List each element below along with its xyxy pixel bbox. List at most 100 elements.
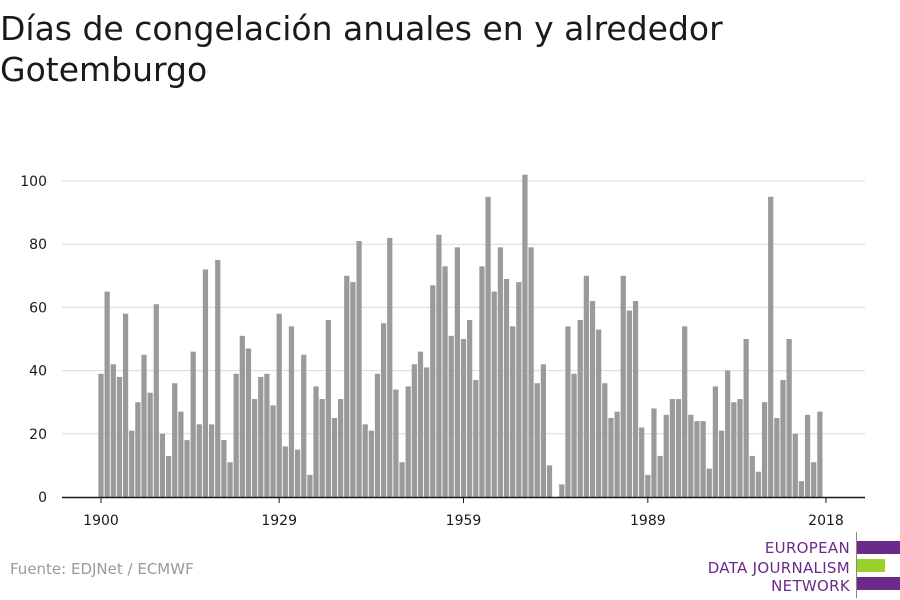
bar-1970 bbox=[528, 247, 534, 497]
logo-bar-green bbox=[857, 559, 885, 572]
bar-1938 bbox=[331, 418, 338, 497]
bar-2014 bbox=[798, 481, 805, 497]
bar-1913 bbox=[178, 411, 184, 497]
axes bbox=[62, 496, 865, 503]
x-tick-label-1929: 1929 bbox=[261, 513, 297, 529]
bar-1907 bbox=[141, 354, 147, 497]
bar-1930 bbox=[282, 446, 288, 497]
bars bbox=[98, 174, 823, 498]
bar-1949 bbox=[399, 462, 405, 497]
bar-1968 bbox=[516, 282, 522, 497]
bar-1993 bbox=[669, 399, 676, 497]
bar-1986 bbox=[626, 310, 633, 497]
tick-labels: 0 20 40 60 80 100 1900 1929 1959 1989 2018 bbox=[20, 174, 844, 529]
bar-2010 bbox=[774, 418, 780, 497]
bar-1950 bbox=[405, 386, 411, 497]
bar-2003 bbox=[731, 402, 737, 497]
bar-1948 bbox=[393, 389, 399, 497]
bar-1916 bbox=[196, 424, 202, 497]
bar-1983 bbox=[608, 418, 614, 497]
x-tick-label-2018: 2018 bbox=[808, 513, 844, 529]
bar-1996 bbox=[688, 414, 694, 497]
bar-1979 bbox=[583, 275, 589, 497]
bar-1908 bbox=[147, 392, 153, 497]
bar-2000 bbox=[712, 386, 719, 497]
bar-1962 bbox=[479, 266, 485, 497]
bar-1969 bbox=[522, 174, 528, 497]
bar-1989 bbox=[645, 474, 651, 497]
bar-1955 bbox=[436, 234, 442, 497]
bar-2002 bbox=[725, 370, 731, 497]
bar-1920 bbox=[221, 440, 227, 497]
bar-2013 bbox=[792, 433, 798, 497]
bar-1944 bbox=[368, 430, 374, 497]
source-note: Fuente: EDJNet / ECMWF bbox=[10, 560, 194, 578]
bar-1971 bbox=[534, 383, 540, 497]
bar-1918 bbox=[208, 424, 215, 497]
bar-1956 bbox=[442, 266, 448, 497]
bar-1919 bbox=[215, 260, 221, 497]
logo-bar-purple-top bbox=[857, 541, 900, 554]
bar-1997 bbox=[694, 421, 700, 497]
bar-1981 bbox=[596, 329, 602, 497]
bar-2007 bbox=[755, 471, 762, 497]
bar-1952 bbox=[417, 351, 424, 497]
bar-1932 bbox=[294, 449, 301, 497]
bar-2009 bbox=[768, 196, 774, 498]
logo-line-2: DATA JOURNALISM bbox=[707, 559, 850, 577]
bar-1929 bbox=[276, 313, 282, 497]
bar-1988 bbox=[639, 427, 645, 497]
bar-1961 bbox=[473, 380, 479, 497]
bar-1915 bbox=[190, 351, 196, 497]
bar-2017 bbox=[817, 411, 823, 497]
bar-2006 bbox=[749, 455, 755, 497]
bar-1954 bbox=[430, 285, 436, 497]
bar-1960 bbox=[467, 320, 473, 497]
bar-1942 bbox=[356, 241, 362, 497]
bar-1967 bbox=[510, 326, 516, 497]
bar-1914 bbox=[184, 440, 190, 497]
y-tick-label-80: 80 bbox=[29, 237, 47, 253]
bar-1972 bbox=[540, 364, 546, 497]
bar-1917 bbox=[202, 269, 209, 497]
bar-1991 bbox=[657, 455, 663, 497]
y-tick-label-60: 60 bbox=[29, 300, 47, 316]
bar-1980 bbox=[589, 301, 596, 497]
bar-1994 bbox=[675, 399, 682, 497]
bar-1975 bbox=[559, 484, 565, 497]
bar-1958 bbox=[454, 247, 460, 497]
bar-1935 bbox=[313, 386, 319, 497]
bar-1965 bbox=[497, 247, 503, 497]
bar-1905 bbox=[129, 430, 135, 497]
y-tick-label-40: 40 bbox=[29, 364, 47, 380]
bar-1943 bbox=[362, 424, 368, 497]
bar-1953 bbox=[424, 367, 430, 497]
bar-1959 bbox=[460, 339, 467, 497]
bar-1992 bbox=[663, 414, 669, 497]
bar-1985 bbox=[620, 275, 626, 497]
bar-1904 bbox=[122, 313, 129, 497]
logo-line-1: EUROPEAN bbox=[764, 539, 850, 557]
bar-1998 bbox=[700, 421, 706, 497]
logo-line-3: NETWORK bbox=[771, 577, 850, 595]
bar-1987 bbox=[632, 301, 639, 497]
bar-1945 bbox=[374, 373, 381, 497]
bar-1901 bbox=[104, 291, 110, 497]
bar-2016 bbox=[811, 462, 817, 497]
x-tick-label-1959: 1959 bbox=[446, 513, 482, 529]
bar-1940 bbox=[344, 275, 350, 497]
chart-title: Días de congelación anuales en y alreded… bbox=[0, 9, 723, 89]
bar-2004 bbox=[737, 399, 743, 497]
bar-1963 bbox=[485, 196, 491, 498]
bar-1910 bbox=[159, 433, 166, 497]
bar-1984 bbox=[614, 411, 620, 497]
bar-1900 bbox=[98, 373, 104, 497]
bar-1934 bbox=[307, 474, 313, 497]
bar-1902 bbox=[110, 364, 116, 497]
edjnet-logo: EUROPEAN DATA JOURNALISM NETWORK bbox=[700, 530, 900, 600]
bar-1925 bbox=[251, 399, 258, 497]
bar-1922 bbox=[233, 373, 239, 497]
bar-1976 bbox=[565, 326, 571, 497]
bar-1941 bbox=[350, 282, 356, 497]
